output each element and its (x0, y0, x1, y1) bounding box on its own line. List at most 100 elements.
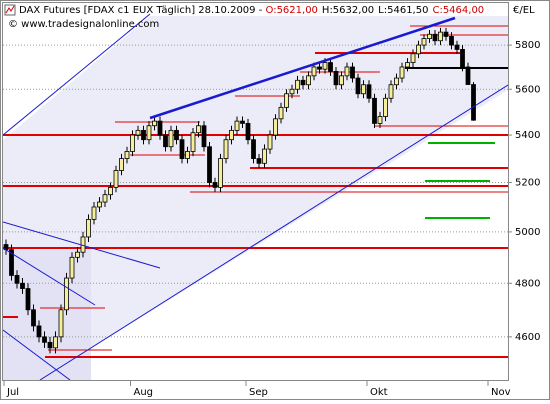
trend-line (3, 247, 96, 306)
candle-body (251, 139, 256, 159)
axes: 4600 4800 5000 5200 5400 5600 5800 Jul Aug Sep Okt… (3, 40, 540, 398)
drawing-tools-back (3, 16, 508, 380)
candle-body (179, 139, 185, 159)
candle-body (366, 84, 372, 99)
candle-body (9, 249, 14, 276)
candle-body (102, 194, 108, 203)
candle-body (350, 66, 355, 79)
candle-body (75, 251, 80, 258)
candle-body (157, 120, 163, 136)
x-tick-label: Jul (6, 387, 19, 398)
candle-body (218, 158, 223, 188)
channel-line (3, 13, 151, 136)
candle-body (163, 134, 168, 148)
candle-body (135, 129, 141, 136)
candle-body (328, 62, 333, 72)
candle-body (388, 84, 394, 99)
header-value: C:5464,00 (432, 5, 484, 16)
candle-body (168, 129, 174, 148)
candle-body (311, 66, 317, 77)
candle-body (152, 120, 157, 127)
candle-body (25, 288, 31, 311)
x-tick-label: Nov (491, 387, 511, 398)
candle-body (405, 62, 410, 68)
y-tick-label: 5800 (515, 40, 540, 51)
y-tick-label: 4600 (515, 332, 540, 343)
channel-line (39, 84, 508, 380)
header-value: L:5461,50 (378, 5, 428, 16)
y-tick-label: 5400 (515, 130, 540, 141)
candle-body (42, 336, 47, 343)
candle-body (229, 129, 234, 141)
candle-body (471, 84, 476, 121)
candle-body (58, 309, 64, 338)
candle-body (91, 206, 97, 220)
candle-body (69, 256, 75, 279)
candle-body (130, 134, 135, 152)
candle-body (383, 97, 388, 117)
candle-body (432, 33, 438, 42)
title-text: DAX Futures [FDAX c1 EUX Täglich] 28.10.… (19, 5, 266, 16)
candle-body (212, 182, 218, 188)
candle-body (361, 84, 366, 95)
candle-body (97, 201, 102, 208)
candle-body (201, 125, 207, 148)
chart-icon-line (5, 5, 15, 14)
chart-title: DAX Futures [FDAX c1 EUX Täglich] 28.10.… (19, 5, 484, 16)
plot-frame (2, 2, 509, 381)
candle-body (410, 53, 416, 63)
candle-body (449, 36, 454, 46)
candle-body (306, 75, 311, 86)
candle-body (421, 38, 427, 46)
candle-body (300, 79, 306, 86)
candle-body (377, 116, 383, 124)
candle-body (317, 66, 322, 70)
candle-body (108, 186, 113, 196)
candle-body (443, 31, 449, 37)
candle-body (86, 218, 91, 238)
candle-body (146, 125, 152, 141)
trend-line (3, 329, 71, 380)
candle-body (113, 170, 119, 188)
candle-body (245, 123, 251, 141)
header-value: O:5621,00 (266, 5, 318, 16)
candle-body (53, 336, 58, 349)
channel-shading (3, 16, 508, 380)
candle-body (278, 106, 284, 120)
candle-body (416, 44, 421, 55)
candle-body (372, 97, 377, 124)
drawing-tools-front (3, 13, 508, 380)
y-tick-label: 4800 (515, 278, 540, 289)
candle-body (256, 158, 262, 164)
candle-body (344, 66, 350, 77)
candle-body (14, 275, 20, 284)
candle-body (190, 132, 196, 152)
red-levels (3, 52, 508, 358)
y-tick-label: 5200 (515, 178, 540, 189)
y-axis-label: €/EL (513, 5, 535, 16)
candle-body (333, 70, 339, 86)
x-tick-label: Aug (134, 387, 154, 398)
candle-body (223, 139, 229, 159)
x-tick-label: Sep (249, 387, 268, 398)
candle-body (427, 33, 432, 39)
candle-body (36, 325, 42, 338)
candle-body (240, 120, 245, 124)
candle-body (289, 88, 295, 95)
candle-body (174, 129, 179, 141)
candle-body (141, 129, 146, 141)
candle-body (119, 158, 124, 171)
candle-body (196, 125, 201, 134)
candle-body (295, 79, 300, 90)
y-tick-label: 5600 (515, 84, 540, 95)
candle-body (394, 77, 399, 86)
candle-body (284, 93, 289, 108)
candle-body (234, 120, 240, 131)
candle-body (460, 49, 465, 68)
zone-shading (3, 250, 91, 380)
candle-body (31, 309, 36, 327)
candle-body (339, 75, 344, 86)
candle-body (322, 62, 328, 70)
candle-body (124, 151, 130, 159)
